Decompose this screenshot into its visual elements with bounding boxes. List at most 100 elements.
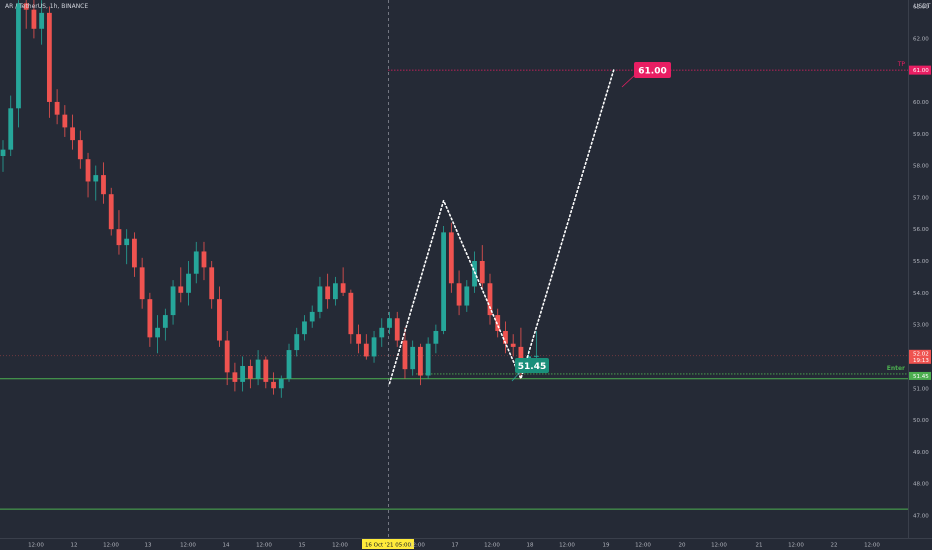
candle [325,273,331,309]
y-tick-label: 56.00 [913,227,929,233]
candle-body [278,378,284,389]
candle-body [503,330,508,344]
candle-body [23,3,29,10]
x-tick-label: 15 [299,543,306,549]
crosshair-time-label: 16 Oct '21 05:00 [365,543,412,549]
tp-label: TP [897,61,906,68]
candle-body [448,232,454,284]
candle-body [441,232,447,331]
candle-body [425,343,431,376]
candle-body [224,340,230,373]
enter-callout-label: 51.45 [518,362,546,372]
candle [139,257,145,309]
candle [425,337,431,379]
candle [371,330,377,363]
candle [77,130,83,169]
candle-body [8,108,14,150]
candle-body [495,315,501,331]
candle-body [54,101,60,115]
candle [46,6,52,118]
candle [224,330,230,386]
candle [418,343,423,386]
candle [0,140,6,172]
candle-body [464,286,470,306]
candle [155,315,160,354]
y-tick-label: 49.00 [913,450,929,456]
y-tick-label: 47.00 [913,514,929,520]
candle [193,241,199,284]
x-tick-label: 12:00 [635,543,651,549]
x-tick-label: 21 [756,543,763,549]
candle-body [294,334,300,351]
candle-body [510,343,516,347]
candle [271,372,276,395]
candle-body [402,340,408,370]
enter-axis-box [909,371,931,380]
candle [340,267,346,296]
candle-body [456,283,462,306]
candle [433,324,439,354]
candle-body [340,283,346,293]
candle-body [108,194,114,230]
candle-body [139,267,145,300]
candle-body [255,359,261,379]
x-tick-label: 13 [145,543,152,549]
tp-callout-pointer [621,73,637,88]
x-tick-label: 19 [603,543,610,549]
current-price-timer: 19:13 [913,358,929,364]
candle-body [209,267,215,300]
candle [533,330,539,360]
candle-body [332,283,338,300]
x-tick-label: 12:00 [256,543,272,549]
candle-body [263,359,269,382]
y-tick-label: 51.00 [913,386,929,392]
candle-body [309,311,315,322]
x-tick-label: 12:00 [788,543,804,549]
candle [503,321,508,354]
x-tick-label: 17 [452,543,459,549]
candle-body [348,292,354,335]
candle [255,350,261,386]
candle-body [93,175,99,182]
candle-body [193,251,199,274]
candle [54,89,60,125]
candle-body [132,238,137,268]
x-tick-label: 18 [527,543,534,549]
candle [240,356,246,392]
candle [495,308,501,338]
candle [294,327,300,357]
candle [510,334,516,357]
candle-body [356,334,361,344]
x-tick-label: 12:00 [409,543,425,549]
chart-title: AR / TetherUS, 1h, BINANCE [5,3,89,10]
candle [356,324,361,354]
candle-body [101,175,106,195]
x-tick-label: 12:00 [484,543,500,549]
candle [70,114,75,150]
candle [247,359,253,389]
candle [8,95,14,157]
candle [464,280,470,312]
tp-callout-box [634,62,671,78]
x-tick-label: 12:00 [332,543,348,549]
candle [379,318,385,347]
y-tick-label: 48.00 [913,482,929,488]
candle [217,286,222,347]
x-tick-label: 12:00 [559,543,575,549]
currency-label: USDT [914,3,931,10]
x-tick-label: 12:00 [28,543,44,549]
enter-callout-box [515,358,549,373]
candle-body [85,159,91,182]
tp-callout-label: 61.00 [638,67,666,77]
tp-callout: 61.00 [621,62,671,88]
candle [186,261,191,306]
current-price-axis-box [909,349,931,364]
candle [302,315,307,341]
enter-callout-pointer [511,371,521,382]
y-tick-label: 57.00 [913,195,929,201]
y-tick-label: 62.00 [913,36,929,42]
candle [232,362,238,392]
x-tick-label: 12 [71,543,78,549]
